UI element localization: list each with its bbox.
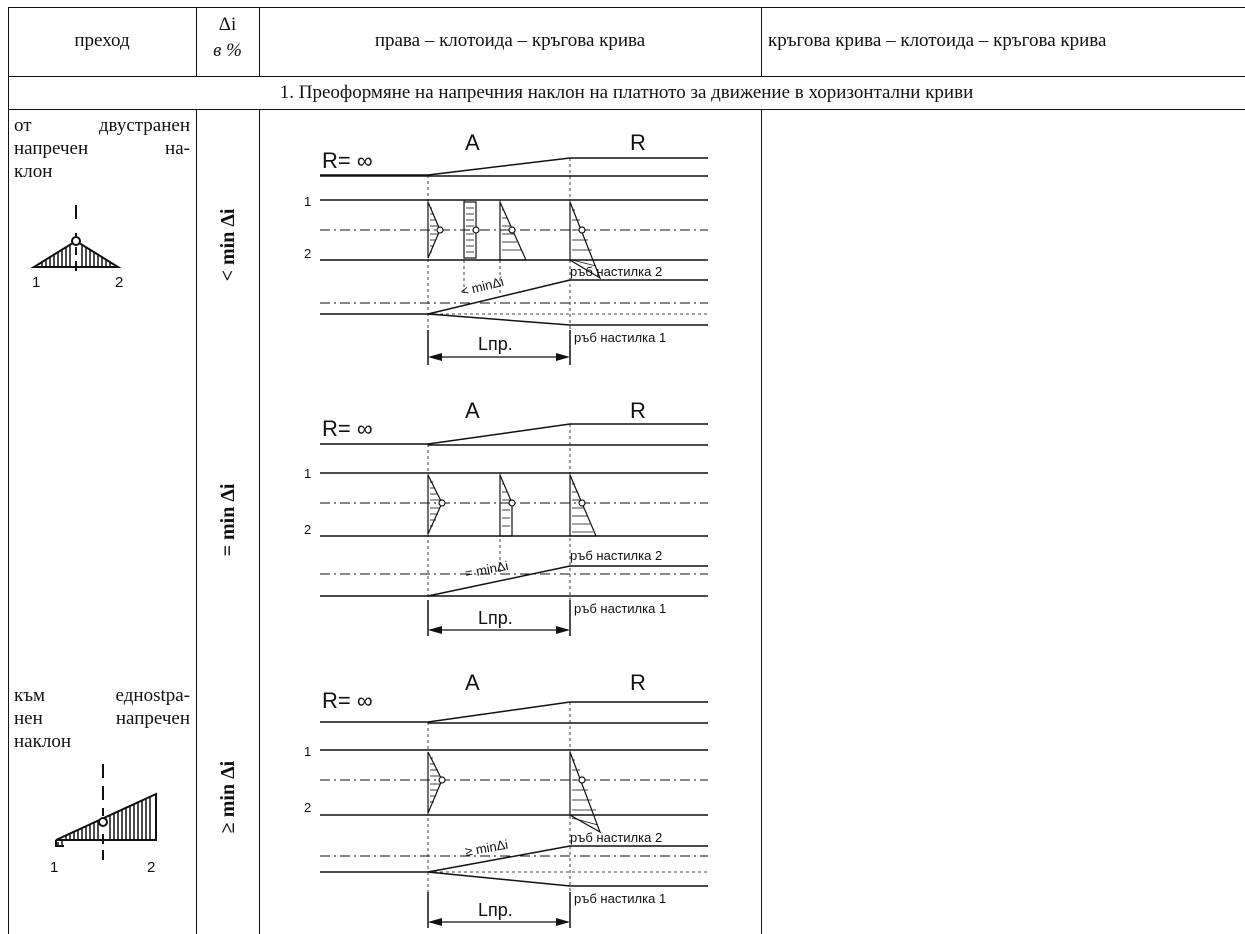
row1-edge1: ръб настилка 1	[574, 330, 666, 345]
row3-edge1: ръб настилка 1	[574, 891, 666, 906]
col-divider-2	[259, 7, 260, 76]
table-border-top	[8, 7, 1245, 8]
row3-radius-right: R	[630, 670, 646, 695]
header-straight-clothoid-circular: права – клотоида – кръгова крива	[374, 30, 646, 51]
row1-delta: < min Δi	[217, 208, 239, 282]
one-sided-slope-icon: 1 2	[50, 764, 157, 876]
row3-transition-line2: нен напречен	[14, 708, 190, 729]
icon3-label-1: 1	[50, 859, 58, 876]
row1-transition-line2: напречен на-	[14, 138, 190, 159]
row2-lane2: 2	[304, 522, 311, 537]
row1-clothoid-label: A	[465, 130, 480, 155]
row1-length: Lпр.	[478, 334, 513, 354]
section-title: 1. Преоформяне на напречния наклон на пл…	[279, 82, 974, 103]
row1-radius-right: R	[630, 130, 646, 155]
row2-clothoid-label: A	[465, 398, 480, 423]
row2-radius-left: R= ∞	[322, 416, 373, 441]
two-sided-slope-icon: 1 2	[30, 205, 123, 291]
col-divider-3	[761, 7, 762, 76]
row2-slope-label: = minΔi	[464, 558, 510, 581]
row1-transition-diagram: R= ∞ A R 1 2	[304, 130, 708, 365]
row3-transition-text: към еднostра- нен напречен наклон	[14, 684, 190, 753]
row2-edge1: ръб настилка 1	[574, 601, 666, 616]
col-divider-3-lower	[761, 109, 762, 934]
header-delta-top: Δi	[218, 14, 237, 35]
row2-radius-right: R	[630, 398, 646, 423]
row2-delta: = min Δi	[217, 483, 239, 557]
col-divider-1	[196, 7, 197, 76]
row1-transition-text: от двустранен напречен на- клон	[14, 114, 190, 183]
row1-radius-left: R= ∞	[322, 148, 373, 173]
row1-lane2: 2	[304, 246, 311, 261]
section-title-rule	[8, 109, 1245, 110]
row2-edge2: ръб настилка 2	[570, 548, 662, 563]
col-divider-1-lower	[196, 109, 197, 934]
row2-transition-diagram: R= ∞ A R 1 2	[304, 398, 708, 636]
row3-lane1: 1	[304, 744, 311, 759]
icon-label-1: 1	[32, 274, 40, 291]
icon3-label-2: 2	[147, 859, 155, 876]
header-bottom-rule	[8, 76, 1245, 77]
row2-length: Lпр.	[478, 608, 513, 628]
table-border-left	[8, 7, 9, 934]
row3-length: Lпр.	[478, 900, 513, 920]
row3-transition-diagram: R= ∞ A R 1 2	[304, 670, 708, 928]
row3-slope-label: ≥ minΔi	[464, 837, 509, 859]
row3-clothoid-label: A	[465, 670, 480, 695]
row1-transition-line1: от двустранен	[14, 115, 190, 136]
row1-transition-line3: клон	[14, 161, 53, 182]
icon-label-2: 2	[115, 274, 123, 291]
row3-radius-left: R= ∞	[322, 688, 373, 713]
row3-edge2: ръб настилка 2	[570, 830, 662, 845]
row1-lane1: 1	[304, 194, 311, 209]
row1-slope-label: < minΔi	[459, 274, 505, 299]
header-delta-bottom: в %	[213, 40, 242, 61]
row3-delta: ≥ min Δi	[217, 760, 239, 834]
header-transition: преход	[74, 30, 130, 51]
row2-lane1: 1	[304, 466, 311, 481]
col-divider-2-lower	[259, 109, 260, 934]
row1-edge2: ръб настилка 2	[570, 264, 662, 279]
row3-transition-line1: към еднostра-	[14, 685, 190, 706]
header-circular-clothoid-circular: кръгова крива – клотоида – кръгова крива	[768, 30, 1107, 51]
row3-lane2: 2	[304, 800, 311, 815]
row3-transition-line3: наклон	[14, 731, 71, 752]
